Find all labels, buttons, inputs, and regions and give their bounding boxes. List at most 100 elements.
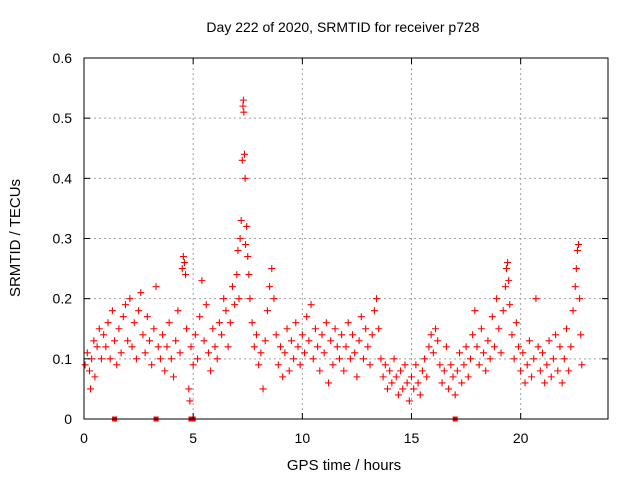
data-point bbox=[298, 331, 306, 339]
data-point bbox=[506, 301, 514, 309]
y-tick-label: 0.1 bbox=[53, 351, 73, 367]
data-point bbox=[504, 259, 512, 267]
data-point bbox=[121, 301, 129, 309]
data-point bbox=[547, 373, 555, 381]
data-point bbox=[266, 283, 274, 291]
data-point bbox=[388, 379, 396, 387]
data-point bbox=[549, 355, 557, 363]
data-point bbox=[314, 343, 322, 351]
data-point bbox=[464, 373, 472, 381]
data-point bbox=[115, 325, 123, 333]
data-point bbox=[416, 391, 424, 399]
data-point bbox=[95, 325, 103, 333]
data-point bbox=[370, 307, 378, 315]
data-point bbox=[425, 343, 433, 351]
data-point bbox=[427, 331, 435, 339]
data-point bbox=[543, 361, 551, 369]
data-point bbox=[241, 174, 249, 182]
data-point bbox=[432, 325, 440, 333]
y-tick-label: 0.6 bbox=[53, 50, 73, 66]
data-point bbox=[285, 367, 293, 375]
data-point bbox=[198, 277, 206, 285]
data-point bbox=[290, 355, 298, 363]
data-point bbox=[558, 379, 566, 387]
data-point bbox=[163, 343, 171, 351]
x-tick-label: 10 bbox=[295, 430, 311, 446]
data-point bbox=[194, 355, 202, 363]
data-point bbox=[272, 331, 280, 339]
y-tick-label: 0 bbox=[64, 411, 72, 427]
data-point bbox=[499, 307, 507, 315]
data-point bbox=[91, 373, 99, 381]
data-point bbox=[311, 325, 319, 333]
data-point bbox=[287, 337, 295, 345]
data-point bbox=[414, 379, 422, 387]
data-point bbox=[408, 373, 415, 381]
data-point bbox=[536, 367, 544, 375]
data-point bbox=[259, 385, 267, 393]
data-point bbox=[410, 385, 418, 393]
data-point bbox=[235, 295, 243, 303]
data-point bbox=[246, 295, 254, 303]
data-point bbox=[97, 355, 105, 363]
data-point bbox=[250, 343, 258, 351]
data-point bbox=[204, 349, 212, 357]
data-point bbox=[575, 241, 583, 249]
data-point bbox=[248, 319, 256, 327]
data-point bbox=[497, 349, 505, 357]
data-point bbox=[83, 349, 91, 357]
data-point bbox=[108, 307, 116, 315]
data-point bbox=[436, 361, 444, 369]
data-point bbox=[211, 343, 219, 351]
tick-labels: 0 0.1 0.2 0.3 0.4 0.5 0.6 0 5 10 15 20 bbox=[53, 50, 529, 446]
data-point bbox=[377, 355, 385, 363]
y-tick-label: 0.4 bbox=[53, 170, 73, 186]
data-point bbox=[469, 331, 477, 339]
data-point bbox=[534, 343, 542, 351]
data-point bbox=[218, 331, 226, 339]
data-point bbox=[279, 373, 287, 381]
data-point bbox=[394, 391, 402, 399]
data-point bbox=[480, 349, 488, 357]
data-point bbox=[488, 313, 496, 321]
data-point bbox=[556, 343, 564, 351]
data-point bbox=[379, 373, 387, 381]
data-point bbox=[135, 307, 143, 315]
chart-title: Day 222 of 2020, SRMTID for receiver p72… bbox=[206, 19, 479, 35]
data-point bbox=[283, 325, 291, 333]
data-point bbox=[375, 325, 383, 333]
data-point bbox=[576, 295, 584, 303]
data-point bbox=[292, 319, 300, 327]
data-point bbox=[403, 379, 411, 387]
data-point bbox=[368, 331, 376, 339]
x-tick-label: 5 bbox=[189, 430, 197, 446]
data-point bbox=[445, 385, 453, 393]
data-point bbox=[100, 331, 108, 339]
data-points bbox=[81, 96, 586, 422]
data-point bbox=[318, 331, 326, 339]
data-point bbox=[508, 331, 516, 339]
data-point bbox=[451, 391, 459, 399]
data-point bbox=[340, 367, 348, 375]
data-point bbox=[490, 343, 498, 351]
data-point bbox=[220, 295, 228, 303]
data-point bbox=[434, 337, 442, 345]
grid bbox=[84, 58, 608, 419]
data-point bbox=[331, 325, 339, 333]
data-point bbox=[462, 343, 470, 351]
data-point bbox=[473, 343, 481, 351]
data-point bbox=[412, 361, 420, 369]
data-point bbox=[170, 373, 178, 381]
data-point bbox=[349, 331, 357, 339]
data-point bbox=[294, 343, 302, 351]
data-point bbox=[532, 295, 540, 303]
data-point bbox=[154, 343, 162, 351]
data-point bbox=[316, 367, 324, 375]
data-point bbox=[373, 295, 381, 303]
data-point bbox=[458, 379, 466, 387]
data-point bbox=[81, 361, 89, 369]
data-point bbox=[353, 373, 361, 381]
data-point bbox=[528, 373, 536, 381]
data-point bbox=[207, 367, 215, 375]
data-point bbox=[486, 355, 494, 363]
